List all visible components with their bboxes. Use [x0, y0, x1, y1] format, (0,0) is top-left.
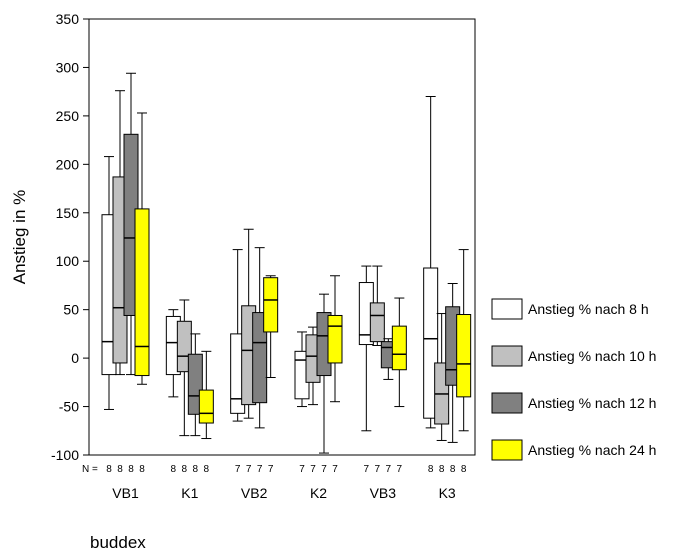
legend: Anstieg % nach 8 h Anstieg % nach 10 h Ans… — [491, 298, 656, 461]
box-VB2-s2 — [241, 228, 257, 419]
box-VB2-s4 — [263, 275, 279, 378]
legend-swatch-3 — [491, 392, 523, 414]
n-count: 8 — [193, 464, 199, 475]
legend-swatch-1 — [491, 298, 523, 320]
n-count: 7 — [364, 464, 370, 475]
y-tick-label: 50 — [63, 302, 79, 318]
y-tick-label: 0 — [71, 350, 79, 366]
n-count: 7 — [386, 464, 392, 475]
legend-swatch-2 — [491, 345, 523, 367]
legend-swatch-4 — [491, 439, 523, 461]
box-iqr — [391, 325, 407, 371]
n-count: 8 — [450, 464, 456, 475]
legend-label-4: Anstieg % nach 24 h — [528, 442, 656, 458]
n-count: 7 — [397, 464, 403, 475]
n-count: 8 — [439, 464, 445, 475]
y-tick-label: 200 — [56, 156, 80, 172]
y-tick-label: 150 — [56, 205, 80, 221]
box-VB3-s4 — [391, 297, 407, 408]
box-VB2-s3 — [252, 247, 268, 429]
n-count: 8 — [139, 464, 145, 475]
n-count: 7 — [299, 464, 305, 475]
n-count: 7 — [321, 464, 327, 475]
x-tick-label-K3: K3 — [439, 485, 456, 501]
n-label: N = — [82, 464, 98, 475]
n-count: 7 — [257, 464, 263, 475]
n-count: 8 — [106, 464, 112, 475]
plot-frame — [88, 18, 476, 456]
legend-label-1: Anstieg % nach 8 h — [528, 301, 649, 317]
box-K3-s4 — [456, 249, 472, 432]
box-iqr — [263, 277, 279, 333]
n-count: 8 — [182, 464, 188, 475]
box-iqr — [252, 312, 268, 404]
box-VB3-s1 — [358, 265, 374, 432]
y-tick-label: -100 — [51, 447, 79, 463]
box-K2-s4 — [327, 275, 343, 403]
y-tick-label: 250 — [56, 108, 80, 124]
box-VB3-s2 — [369, 265, 385, 347]
n-count: 8 — [128, 464, 134, 475]
n-count: 8 — [428, 464, 434, 475]
n-count: 8 — [204, 464, 210, 475]
x-tick-label-K2: K2 — [310, 485, 327, 501]
y-tick-label: -50 — [59, 399, 79, 415]
n-count: 7 — [332, 464, 338, 475]
y-axis-label: Anstieg in % — [10, 190, 29, 285]
box-iqr — [134, 208, 150, 377]
box-VB1-s4 — [134, 112, 150, 385]
x-tick-label-VB3: VB3 — [370, 485, 397, 501]
y-tick-label: 300 — [56, 59, 80, 75]
box-iqr — [456, 314, 472, 398]
n-count: 8 — [461, 464, 467, 475]
legend-label-2: Anstieg % nach 10 h — [528, 348, 656, 364]
y-tick-label: 100 — [56, 253, 80, 269]
box-K1-s4 — [198, 350, 214, 440]
n-count: 7 — [246, 464, 252, 475]
x-tick-label-K1: K1 — [181, 485, 198, 501]
x-tick-label-VB1: VB1 — [112, 485, 139, 501]
n-count: 7 — [235, 464, 241, 475]
n-count: 8 — [171, 464, 177, 475]
legend-label-3: Anstieg % nach 12 h — [528, 395, 656, 411]
x-axis-label: buddex — [90, 533, 146, 552]
n-count: 7 — [268, 464, 274, 475]
y-tick-label: 350 — [56, 11, 80, 27]
n-count: 7 — [375, 464, 381, 475]
n-count: 7 — [310, 464, 316, 475]
n-count: 8 — [117, 464, 123, 475]
box-iqr — [369, 302, 385, 343]
box-iqr — [327, 314, 343, 364]
x-tick-label-VB2: VB2 — [241, 485, 268, 501]
box-iqr — [198, 389, 214, 424]
